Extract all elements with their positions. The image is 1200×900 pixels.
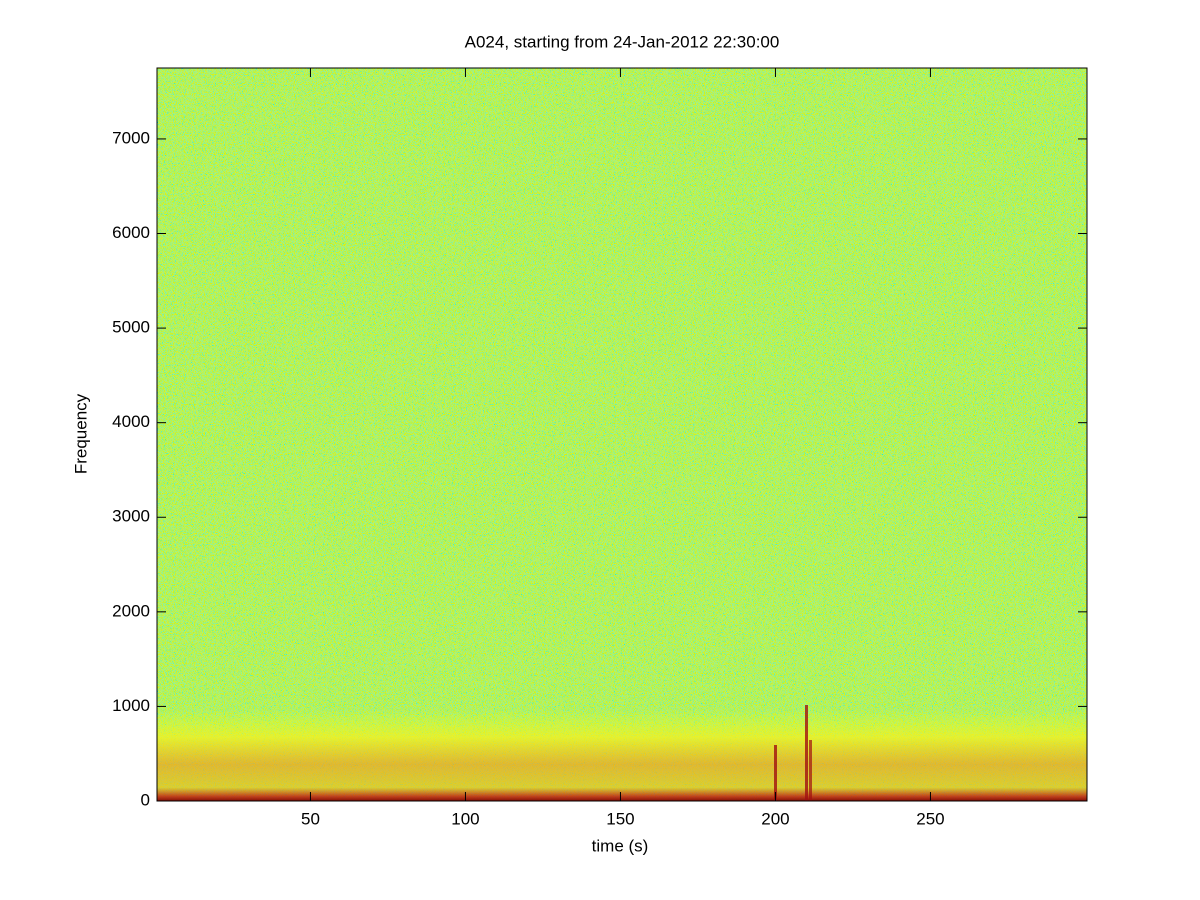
y-tick-label: 1000: [112, 696, 150, 715]
y-tick-label: 2000: [112, 601, 150, 620]
y-tick-label: 6000: [112, 223, 150, 242]
x-axis-label: time (s): [592, 836, 649, 855]
chart-title: A024, starting from 24-Jan-2012 22:30:00: [465, 32, 780, 51]
y-axis-label: Frequency: [71, 393, 90, 474]
transient: [809, 740, 812, 801]
transient: [805, 705, 808, 801]
y-tick-label: 5000: [112, 318, 150, 337]
x-tick-label: 100: [451, 809, 479, 828]
low-frequency-band: [157, 710, 1087, 801]
spectrogram-noise: [157, 68, 1087, 801]
spectrogram-image: [157, 68, 1087, 801]
x-tick-label: 50: [301, 809, 320, 828]
axes-box: [156, 67, 1088, 802]
y-tick-label: 4000: [112, 412, 150, 431]
y-tick-label: 7000: [112, 128, 150, 147]
y-tick-label: 3000: [112, 507, 150, 526]
transient: [774, 745, 777, 801]
x-tick-label: 200: [761, 809, 789, 828]
y-tick-label: 0: [141, 790, 150, 809]
x-tick-label: 250: [916, 809, 944, 828]
x-tick-label: 150: [606, 809, 634, 828]
